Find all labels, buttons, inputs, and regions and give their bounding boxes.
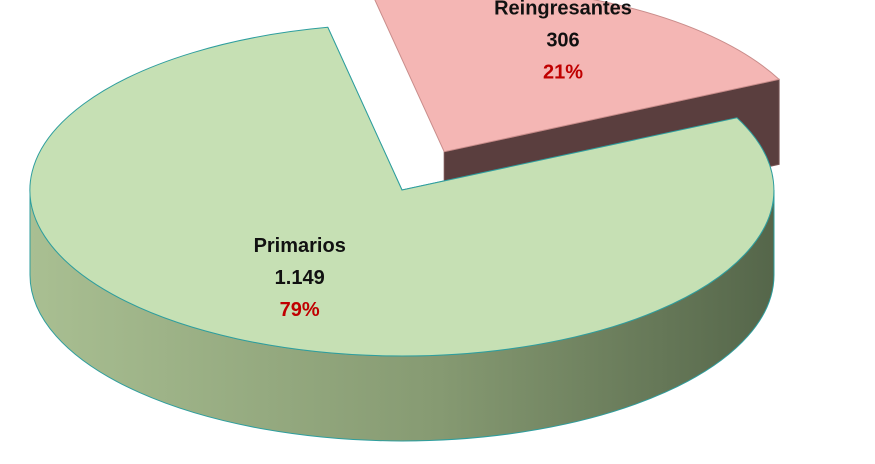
reingresantes-value-label: 306 <box>546 30 579 52</box>
reingresantes-slice <box>374 0 781 153</box>
reingresantes-percent-label: 21% <box>543 62 583 84</box>
primarios-percent-label: 79% <box>280 299 320 321</box>
primarios-name-label: Primarios <box>254 235 346 257</box>
primarios-value-label: 1.149 <box>275 267 325 289</box>
primarios-slice <box>29 26 775 357</box>
reingresantes-name-label: Reingresantes <box>494 0 632 20</box>
